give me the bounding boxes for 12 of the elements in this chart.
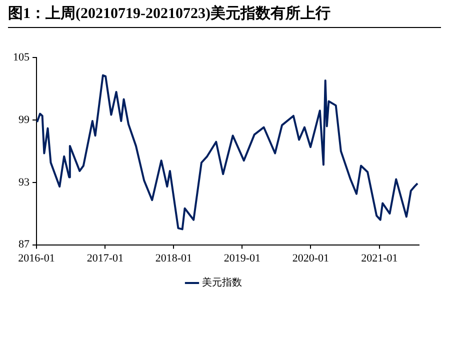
y-tick-label: 93 (18, 176, 30, 188)
y-tick-label: 105 (13, 51, 30, 64)
y-tick-label: 87 (18, 238, 30, 251)
x-tick-label: 2021-01 (361, 252, 398, 264)
legend-label: 美元指数 (202, 276, 242, 289)
x-tick-label: 2020-01 (292, 252, 330, 264)
chart-title: 图1：上周(20210719-20210723)美元指数有所上行 (8, 4, 441, 28)
x-tick-label: 2016-01 (18, 252, 55, 264)
x-tick-label: 2017-01 (86, 252, 124, 264)
x-tick-label: 2018-01 (155, 252, 192, 264)
y-tick-label: 99 (18, 114, 30, 126)
x-tick-label: 2019-01 (224, 252, 261, 264)
